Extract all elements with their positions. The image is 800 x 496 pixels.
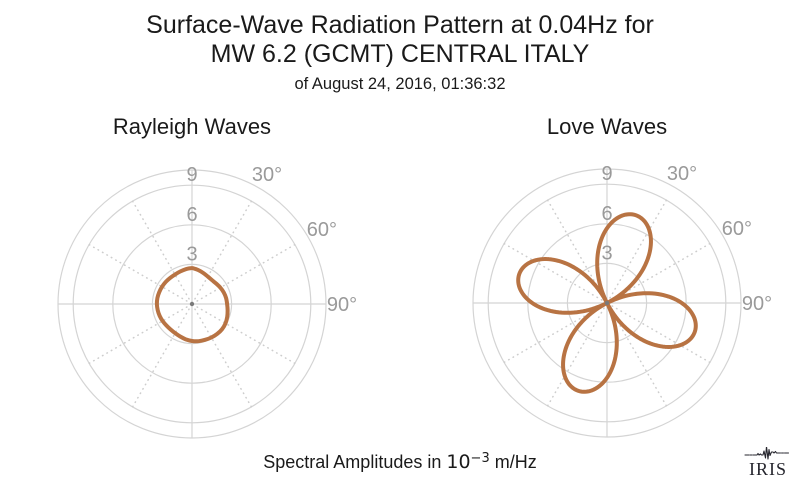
angle-tick-label: 90° xyxy=(742,293,772,315)
caption-suffix: m/Hz xyxy=(489,452,537,472)
dotted-spoke xyxy=(609,199,668,299)
polar-boundary-circle xyxy=(472,168,742,438)
radial-tick-label: 3 xyxy=(186,243,197,265)
radial-tick-label: 3 xyxy=(601,242,612,264)
dotted-spoke xyxy=(546,199,605,299)
polar-center-dot xyxy=(189,301,195,307)
dotted-spoke xyxy=(131,308,190,408)
page-title-line-2: MW 6.2 (GCMT) CENTRAL ITALY xyxy=(210,40,590,68)
angle-tick-label: 30° xyxy=(252,164,282,186)
dotted-spoke xyxy=(196,306,296,365)
angle-tick-label: 90° xyxy=(327,294,357,316)
radiation-pattern-curve xyxy=(154,266,230,344)
dotted-spoke xyxy=(503,305,603,364)
dotted-spoke xyxy=(609,307,668,407)
iris-logo-text: IRIS xyxy=(748,459,787,479)
angle-tick-label: 60° xyxy=(722,218,752,240)
dotted-spoke xyxy=(611,242,711,301)
caption-prefix: Spectral Amplitudes in xyxy=(263,452,447,472)
radiation-pattern-curve xyxy=(516,212,698,394)
radial-tick-label: 9 xyxy=(601,163,612,185)
page-title-line-1: Surface-Wave Radiation Pattern at 0.04Hz… xyxy=(146,11,654,39)
radial-tick-label: 6 xyxy=(601,203,612,225)
dotted-spoke xyxy=(88,243,188,302)
dotted-spoke xyxy=(611,305,711,364)
rayleigh-polar-chart: 30° 60° 90° 3 6 9 xyxy=(57,164,357,439)
caption-mantissa: 10 xyxy=(446,451,471,473)
radial-tick-label: 6 xyxy=(186,204,197,226)
angle-tick-label: 30° xyxy=(667,163,697,185)
amplitude-units-caption: Spectral Amplitudes in 10−3 m/Hz xyxy=(0,451,800,473)
dotted-spoke xyxy=(88,306,188,365)
iris-logo: IRIS xyxy=(740,447,796,478)
dotted-spoke xyxy=(194,200,253,300)
polar-center-dot xyxy=(604,300,610,306)
love-polar-chart: 30° 60° 90° 3 6 9 xyxy=(472,163,772,438)
rayleigh-plot-title: Rayleigh Waves xyxy=(112,114,272,139)
dotted-spoke xyxy=(131,200,190,300)
dotted-spoke xyxy=(194,308,253,408)
dotted-spoke xyxy=(546,307,605,407)
seismogram-icon xyxy=(744,447,790,460)
title-block: Surface-Wave Radiation Pattern at 0.04Hz… xyxy=(0,11,800,94)
dotted-spoke xyxy=(196,243,296,302)
caption-exponent: −3 xyxy=(470,451,490,466)
polar-boundary-circle xyxy=(57,169,327,439)
radial-tick-label: 9 xyxy=(186,164,197,186)
event-datetime-subtitle: of August 24, 2016, 01:36:32 xyxy=(294,75,506,93)
love-plot-title: Love Waves xyxy=(546,114,668,139)
dotted-spoke xyxy=(503,242,603,301)
angle-tick-label: 60° xyxy=(307,219,337,241)
